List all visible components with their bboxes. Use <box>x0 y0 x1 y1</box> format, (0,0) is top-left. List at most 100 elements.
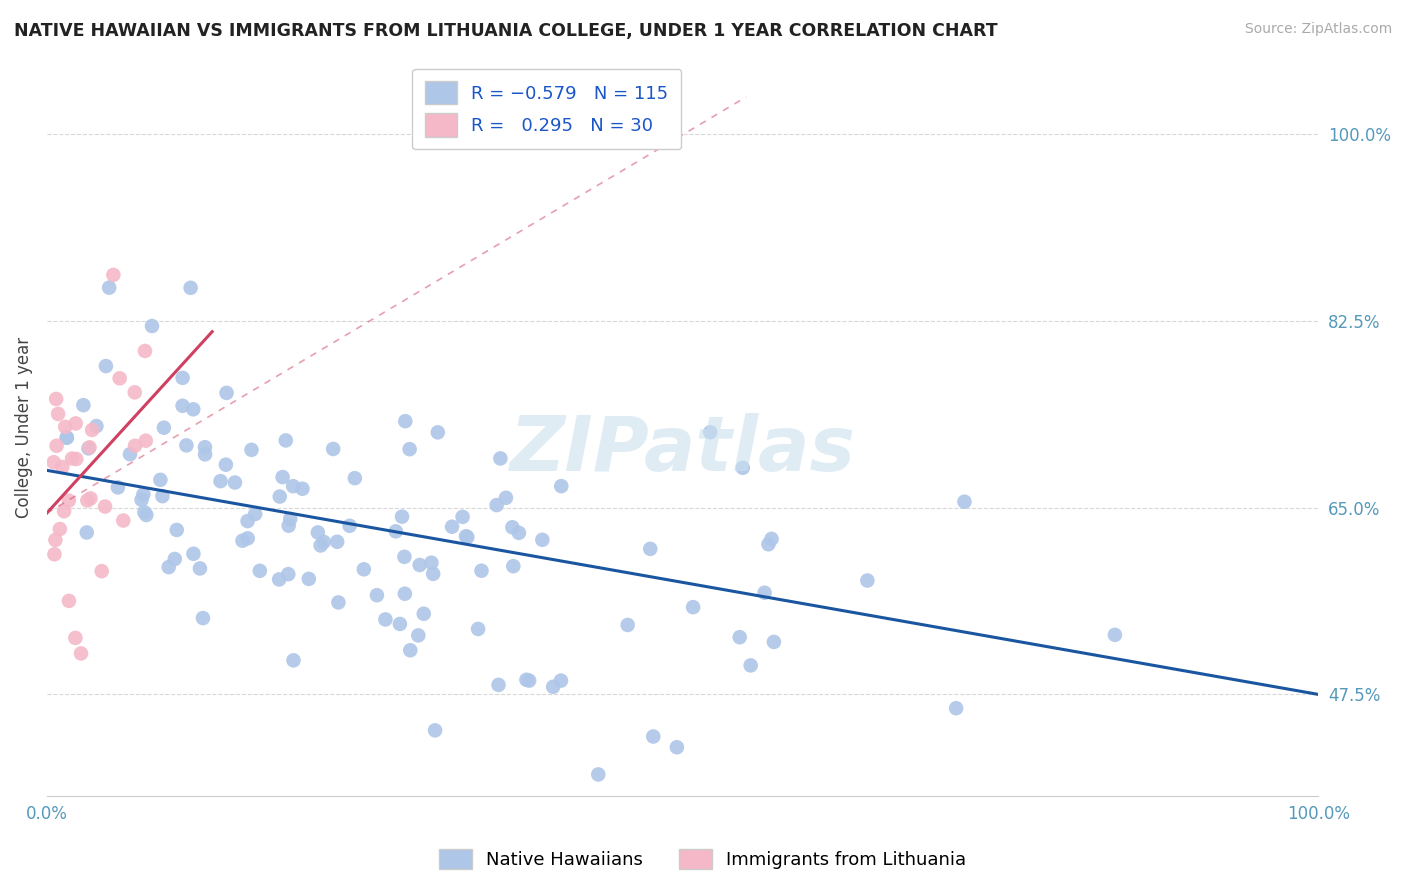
Point <box>761 532 783 546</box>
Point <box>339 518 361 533</box>
Point <box>176 438 198 452</box>
Point <box>508 525 530 540</box>
Point <box>408 558 430 572</box>
Point <box>728 630 751 644</box>
Point <box>422 566 444 581</box>
Point <box>274 434 297 448</box>
Point <box>191 611 214 625</box>
Point <box>616 618 638 632</box>
Point <box>166 523 188 537</box>
Point <box>65 417 87 431</box>
Point <box>398 442 420 457</box>
Point <box>281 479 304 493</box>
Point <box>277 518 299 533</box>
Point <box>134 505 156 519</box>
Point <box>153 420 176 434</box>
Point <box>291 482 314 496</box>
Point <box>249 564 271 578</box>
Point <box>172 371 194 385</box>
Point <box>394 549 416 564</box>
Point <box>135 508 157 522</box>
Point <box>124 439 146 453</box>
Point <box>456 530 478 544</box>
Point <box>374 612 396 626</box>
Point <box>665 740 688 755</box>
Point <box>53 420 76 434</box>
Point <box>366 588 388 602</box>
Point <box>467 622 489 636</box>
Point <box>384 524 406 539</box>
Point <box>517 673 540 688</box>
Point <box>141 319 163 334</box>
Text: ZIPatlas: ZIPatlas <box>509 413 856 487</box>
Point <box>388 616 411 631</box>
Point <box>1104 628 1126 642</box>
Point <box>638 541 661 556</box>
Point <box>44 533 66 547</box>
Point <box>60 451 83 466</box>
Point <box>72 398 94 412</box>
Point <box>44 547 66 561</box>
Point <box>541 680 564 694</box>
Point <box>682 600 704 615</box>
Text: Source: ZipAtlas.com: Source: ZipAtlas.com <box>1244 22 1392 37</box>
Point <box>163 552 186 566</box>
Point <box>112 514 135 528</box>
Point <box>53 504 76 518</box>
Point <box>65 452 87 467</box>
Point <box>699 425 721 440</box>
Point <box>550 673 572 688</box>
Point <box>643 730 665 744</box>
Point <box>515 673 537 687</box>
Point <box>488 678 510 692</box>
Point <box>758 537 780 551</box>
Point <box>762 635 785 649</box>
Point <box>77 442 100 456</box>
Point <box>231 533 253 548</box>
Point <box>209 474 232 488</box>
Point <box>353 562 375 576</box>
Point <box>45 439 67 453</box>
Point <box>269 490 291 504</box>
Point <box>124 385 146 400</box>
Point <box>322 442 344 456</box>
Point <box>531 533 554 547</box>
Point <box>132 487 155 501</box>
Point <box>108 371 131 385</box>
Point <box>278 512 301 526</box>
Point <box>94 359 117 373</box>
Point <box>423 723 446 738</box>
Point <box>51 460 73 475</box>
Point <box>215 458 238 472</box>
Point <box>307 525 329 540</box>
Point <box>502 559 524 574</box>
Point <box>394 587 416 601</box>
Point <box>183 547 205 561</box>
Y-axis label: College, Under 1 year: College, Under 1 year <box>15 337 32 518</box>
Point <box>328 595 350 609</box>
Point <box>754 586 776 600</box>
Point <box>240 442 263 457</box>
Point <box>485 498 508 512</box>
Point <box>157 560 180 574</box>
Point <box>269 573 291 587</box>
Point <box>76 525 98 540</box>
Point <box>454 529 477 543</box>
Point <box>740 658 762 673</box>
Point <box>394 414 416 428</box>
Point <box>135 434 157 448</box>
Point <box>215 385 238 400</box>
Point <box>495 491 517 505</box>
Point <box>94 500 117 514</box>
Point <box>181 402 204 417</box>
Point <box>188 561 211 575</box>
Point <box>236 514 259 528</box>
Point <box>309 538 332 552</box>
Point <box>149 473 172 487</box>
Point <box>326 534 349 549</box>
Point <box>412 607 434 621</box>
Point <box>58 594 80 608</box>
Point <box>65 631 87 645</box>
Point <box>82 423 104 437</box>
Point <box>55 431 77 445</box>
